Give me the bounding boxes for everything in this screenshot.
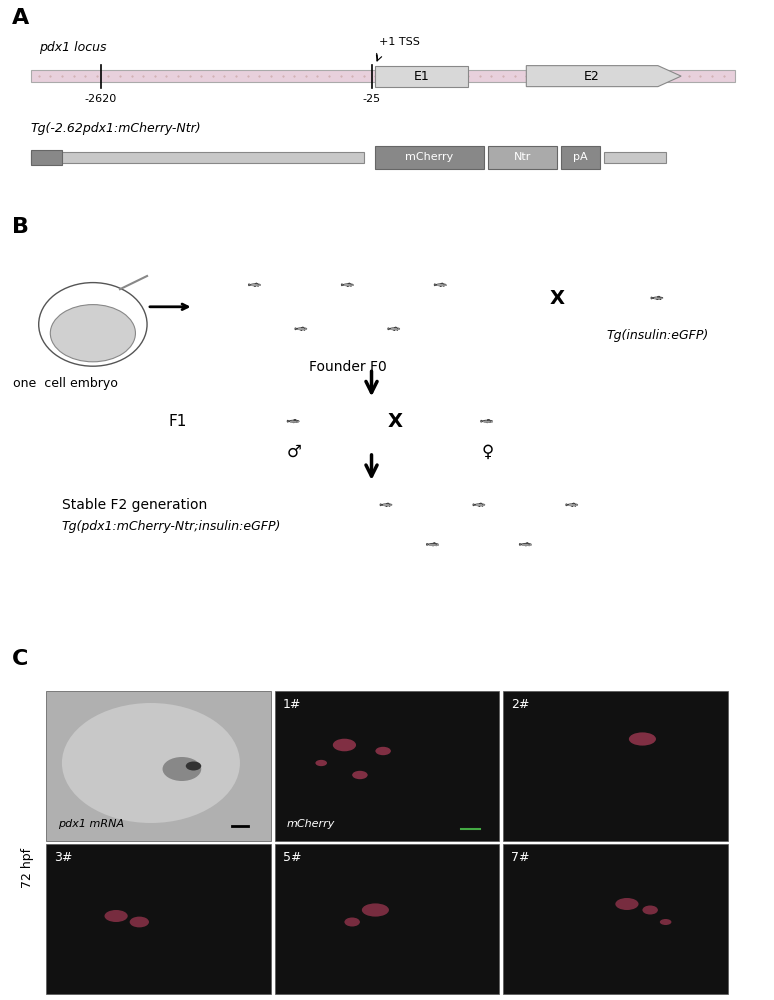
Text: mCherry: mCherry: [406, 152, 454, 162]
FancyBboxPatch shape: [31, 152, 364, 163]
FancyBboxPatch shape: [561, 146, 600, 169]
Text: pdx1 locus: pdx1 locus: [39, 41, 106, 54]
Polygon shape: [526, 66, 681, 87]
Text: 72 hpf: 72 hpf: [21, 848, 33, 888]
PathPatch shape: [287, 420, 289, 422]
Ellipse shape: [361, 903, 389, 917]
Text: C: C: [12, 649, 28, 669]
Text: one  cell embryo: one cell embryo: [13, 377, 118, 390]
Ellipse shape: [251, 284, 260, 286]
Text: ♂: ♂: [286, 443, 302, 461]
PathPatch shape: [341, 284, 344, 286]
Ellipse shape: [62, 703, 240, 823]
Ellipse shape: [129, 917, 149, 927]
Text: pdx1 mRNA: pdx1 mRNA: [58, 819, 124, 829]
Text: 1#: 1#: [283, 698, 301, 711]
Text: 3#: 3#: [54, 851, 73, 864]
PathPatch shape: [380, 504, 382, 506]
Text: Tg(-2.62pdx1:mCherry-Ntr): Tg(-2.62pdx1:mCherry-Ntr): [31, 122, 201, 135]
FancyBboxPatch shape: [375, 146, 484, 169]
PathPatch shape: [295, 328, 297, 330]
FancyBboxPatch shape: [31, 70, 735, 82]
PathPatch shape: [426, 543, 429, 545]
Text: A: A: [12, 8, 29, 28]
PathPatch shape: [388, 328, 390, 330]
PathPatch shape: [566, 504, 568, 506]
FancyBboxPatch shape: [46, 691, 271, 841]
Ellipse shape: [642, 906, 658, 914]
Text: -25: -25: [362, 95, 381, 104]
FancyBboxPatch shape: [604, 152, 666, 163]
FancyBboxPatch shape: [46, 844, 271, 994]
Ellipse shape: [297, 328, 307, 330]
Ellipse shape: [522, 543, 531, 545]
Ellipse shape: [163, 757, 201, 781]
Ellipse shape: [568, 504, 577, 506]
PathPatch shape: [651, 297, 653, 299]
Text: Founder F0: Founder F0: [310, 360, 387, 374]
Text: ♀: ♀: [481, 443, 494, 461]
Ellipse shape: [104, 910, 128, 922]
Ellipse shape: [615, 898, 639, 910]
Ellipse shape: [344, 918, 360, 926]
PathPatch shape: [434, 284, 437, 286]
FancyBboxPatch shape: [488, 146, 557, 169]
Ellipse shape: [382, 504, 392, 506]
Text: Stable F2 generation: Stable F2 generation: [62, 498, 207, 512]
Ellipse shape: [659, 919, 671, 925]
Text: Tg(insulin:eGFP): Tg(insulin:eGFP): [607, 329, 709, 342]
Ellipse shape: [653, 297, 663, 299]
PathPatch shape: [473, 504, 475, 506]
PathPatch shape: [481, 420, 483, 422]
Ellipse shape: [628, 732, 656, 746]
FancyBboxPatch shape: [503, 844, 728, 994]
Text: mCherry: mCherry: [286, 819, 334, 829]
Ellipse shape: [316, 760, 327, 766]
Text: -2620: -2620: [84, 95, 117, 104]
Ellipse shape: [429, 543, 438, 545]
Ellipse shape: [344, 284, 353, 286]
Text: 7#: 7#: [511, 851, 529, 864]
Text: F1: F1: [169, 414, 187, 429]
FancyBboxPatch shape: [503, 691, 728, 841]
FancyBboxPatch shape: [275, 691, 499, 841]
Ellipse shape: [483, 420, 492, 422]
Ellipse shape: [352, 771, 368, 779]
PathPatch shape: [248, 284, 251, 286]
PathPatch shape: [519, 543, 522, 545]
FancyBboxPatch shape: [375, 66, 468, 87]
Text: X: X: [387, 412, 402, 431]
FancyBboxPatch shape: [31, 150, 62, 165]
Ellipse shape: [333, 739, 356, 751]
Ellipse shape: [289, 420, 299, 422]
Text: Ntr: Ntr: [514, 152, 531, 162]
Text: E1: E1: [414, 70, 430, 83]
Text: Tg(pdx1:mCherry-Ntr;insulin:eGFP): Tg(pdx1:mCherry-Ntr;insulin:eGFP): [62, 520, 281, 533]
Ellipse shape: [475, 504, 485, 506]
Text: pA: pA: [574, 152, 587, 162]
Text: B: B: [12, 217, 29, 237]
Text: +1 TSS: +1 TSS: [379, 37, 420, 47]
Text: 5#: 5#: [283, 851, 301, 864]
Ellipse shape: [390, 328, 399, 330]
Ellipse shape: [50, 305, 135, 362]
Ellipse shape: [437, 284, 446, 286]
FancyBboxPatch shape: [275, 844, 499, 994]
Text: X: X: [550, 288, 565, 308]
Text: 2#: 2#: [511, 698, 529, 711]
Ellipse shape: [186, 762, 201, 770]
Ellipse shape: [39, 283, 147, 366]
Ellipse shape: [375, 747, 391, 755]
Text: E2: E2: [584, 70, 600, 83]
